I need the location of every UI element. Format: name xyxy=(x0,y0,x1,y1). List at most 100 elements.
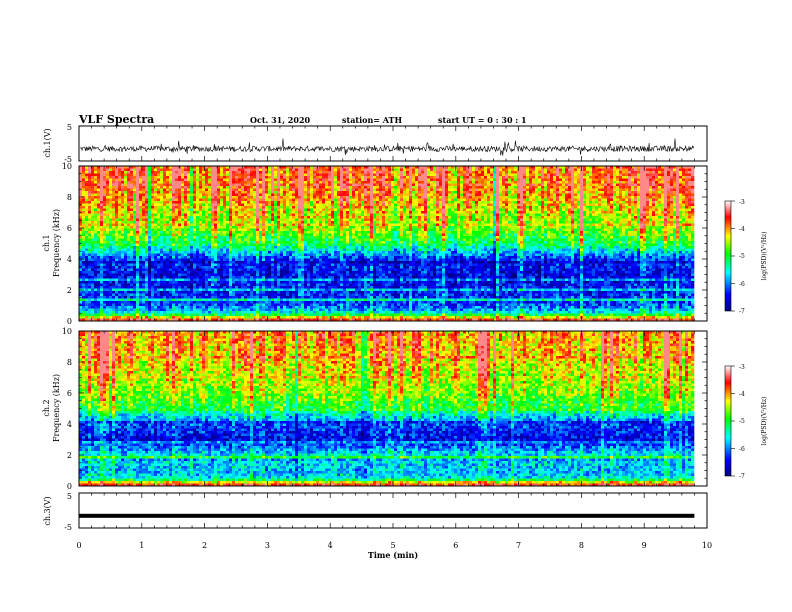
spec1-cell xyxy=(640,219,643,222)
spec1-cell xyxy=(334,181,337,184)
spec1-cell xyxy=(145,216,148,219)
spec1-cell xyxy=(469,221,472,224)
spec1-cell xyxy=(670,176,673,179)
spec1-cell xyxy=(574,174,577,177)
spec1-cell xyxy=(361,219,364,222)
spec1-cell xyxy=(370,221,373,224)
spec1-cell xyxy=(211,214,214,217)
spec1-cell xyxy=(619,216,622,219)
spec1-cell xyxy=(670,211,673,214)
spec1-cell xyxy=(637,216,640,219)
spec1-cell xyxy=(652,216,655,219)
spec1-cell xyxy=(628,211,631,214)
spec1-cell xyxy=(349,214,352,217)
spec1-cell xyxy=(118,196,121,199)
spec1-cell xyxy=(94,201,97,204)
spec1-cell xyxy=(271,201,274,204)
spec1-cell xyxy=(343,204,346,207)
spec1-cell xyxy=(655,206,658,209)
spec1-cell xyxy=(496,219,499,222)
spec1-cell xyxy=(433,181,436,184)
spec1-cell xyxy=(175,209,178,212)
spec1-cell xyxy=(361,174,364,177)
spec1-cell xyxy=(292,169,295,172)
spec1-cell xyxy=(625,186,628,189)
spec1-cell xyxy=(274,171,277,174)
spec1-cell xyxy=(181,189,184,192)
spec1-cell xyxy=(442,181,445,184)
spec1-cell xyxy=(445,204,448,207)
spec1-cell xyxy=(505,219,508,222)
spec1-cell xyxy=(307,214,310,217)
spec1-cell xyxy=(448,221,451,224)
spec1-cell xyxy=(493,211,496,214)
spec1-cell xyxy=(268,191,271,194)
spec1-cell xyxy=(190,184,193,187)
spec1-cell xyxy=(574,181,577,184)
spec1-cell xyxy=(85,179,88,182)
spec1-cell xyxy=(502,176,505,179)
spec1-cell xyxy=(532,199,535,202)
spec1-cell xyxy=(430,194,433,197)
spec1-cell xyxy=(511,216,514,219)
spec1-cell xyxy=(256,194,259,197)
spec1-cell xyxy=(490,181,493,184)
spec1-cell xyxy=(181,194,184,197)
spec1-cell xyxy=(451,191,454,194)
spec1-cell xyxy=(313,176,316,179)
spec1-cell xyxy=(271,171,274,174)
spec1-cell xyxy=(622,184,625,187)
spec1-cell xyxy=(559,191,562,194)
spec1-cell xyxy=(181,174,184,177)
spec1-cell xyxy=(118,169,121,172)
spec1-cell xyxy=(490,196,493,199)
spec1-cell xyxy=(430,184,433,187)
spec1-cell xyxy=(664,184,667,187)
spec1-cell xyxy=(148,174,151,177)
spec1-cell xyxy=(409,221,412,224)
spec1-cell xyxy=(586,184,589,187)
spec1-cell xyxy=(82,206,85,209)
spec1-cell xyxy=(631,184,634,187)
spec1-cell xyxy=(688,216,691,219)
spec1-cell xyxy=(427,176,430,179)
spec1-cell xyxy=(148,176,151,179)
spec1-cell xyxy=(478,176,481,179)
spec1-cell xyxy=(217,201,220,204)
spec1-cell xyxy=(277,204,280,207)
spec1-cell xyxy=(268,181,271,184)
spec1-cell xyxy=(454,184,457,187)
spec1-cell xyxy=(661,174,664,177)
spec1-cell xyxy=(382,219,385,222)
spec1-cell xyxy=(163,204,166,207)
spec1-cell xyxy=(319,214,322,217)
spec1-cell xyxy=(289,209,292,212)
spec1-cell xyxy=(541,169,544,172)
spec1-cell xyxy=(559,184,562,187)
spec1-cell xyxy=(631,206,634,209)
spec1-cell xyxy=(220,209,223,212)
spec1-cell xyxy=(403,174,406,177)
spec1-cell xyxy=(190,181,193,184)
spec1-cell xyxy=(649,199,652,202)
spec1-cell xyxy=(466,224,469,227)
spec1-cell xyxy=(415,206,418,209)
spec1-cell xyxy=(541,201,544,204)
spec1-cell xyxy=(175,174,178,177)
spec1-cell xyxy=(433,224,436,227)
spec1-cell xyxy=(454,219,457,222)
spec1-cell xyxy=(538,199,541,202)
spec1-cell xyxy=(418,171,421,174)
spec1-cell xyxy=(142,196,145,199)
spec1-cell xyxy=(109,176,112,179)
spec1-cell xyxy=(454,201,457,204)
spec1-cell xyxy=(259,219,262,222)
spec1-cell xyxy=(538,186,541,189)
spec1-cell xyxy=(469,186,472,189)
spec1-cell xyxy=(379,174,382,177)
spec1-cell xyxy=(268,196,271,199)
spec1-cell xyxy=(148,199,151,202)
spec1-cell xyxy=(481,211,484,214)
spec1-cell xyxy=(484,189,487,192)
spec1-cell xyxy=(634,214,637,217)
